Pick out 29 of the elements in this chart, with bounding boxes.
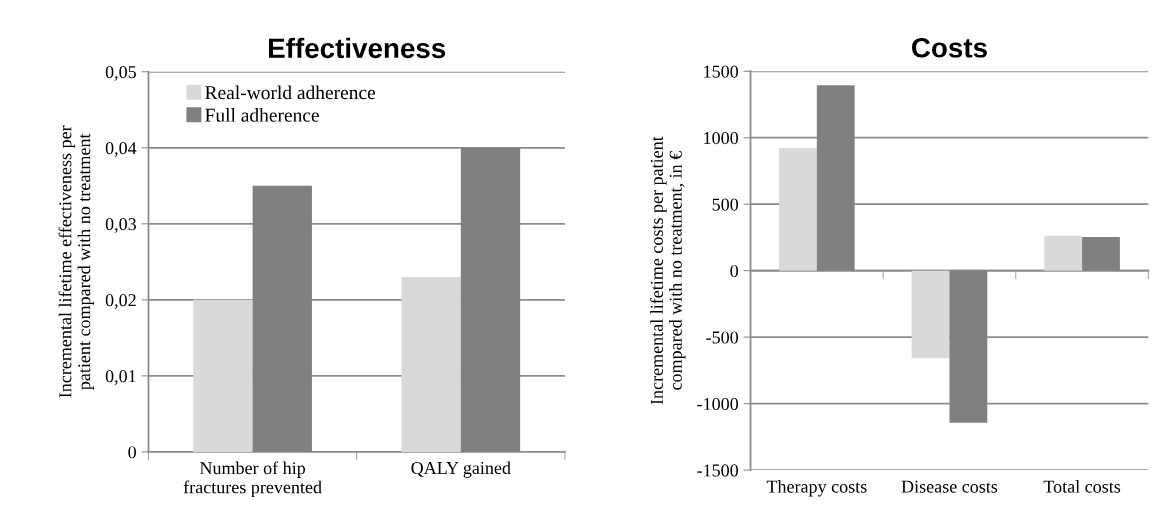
y-tick-label: 0,01	[105, 370, 136, 385]
chart-title: Effectiveness	[269, 37, 446, 59]
y-tick-label: 1000	[704, 131, 739, 145]
y-tick-label: -500	[706, 331, 739, 344]
legend-label: Full adherence	[205, 108, 319, 122]
y-tick-label: 0,02	[105, 294, 136, 309]
y-axis-title: Incremental lifetime effectiveness per patient compared with no treatment	[58, 125, 94, 398]
y-tick-label: -1500	[697, 464, 739, 477]
x-tick-label: Therapy costs	[766, 480, 867, 497]
y-tick-label: 1500	[704, 65, 739, 78]
chart-title: Costs	[912, 37, 987, 58]
bar	[1044, 235, 1083, 271]
x-tick-label: QALY gained	[411, 461, 511, 478]
bar	[779, 148, 817, 271]
x-tick-label: Total costs	[1043, 480, 1121, 493]
y-tick-label: 0,05	[105, 66, 136, 81]
y-axis-title: Incremental lifetime costs per patient compared with no treatment, in €	[650, 136, 686, 405]
bar	[911, 270, 950, 359]
y-tick-label: 0	[128, 446, 136, 459]
y-tick-label: 0,04	[105, 142, 137, 157]
y-tick-label: 0,03	[105, 218, 136, 233]
legend-label: Real-world adherence	[205, 85, 376, 100]
y-tick-label: -1000	[697, 397, 739, 411]
y-tick-label: 500	[712, 198, 739, 211]
bar	[401, 277, 461, 452]
x-tick-label: Number of hip fractures prevented	[183, 461, 322, 498]
bar	[193, 299, 253, 452]
y-tick-label: 0	[730, 264, 739, 278]
x-tick-label: Disease costs	[901, 480, 998, 493]
